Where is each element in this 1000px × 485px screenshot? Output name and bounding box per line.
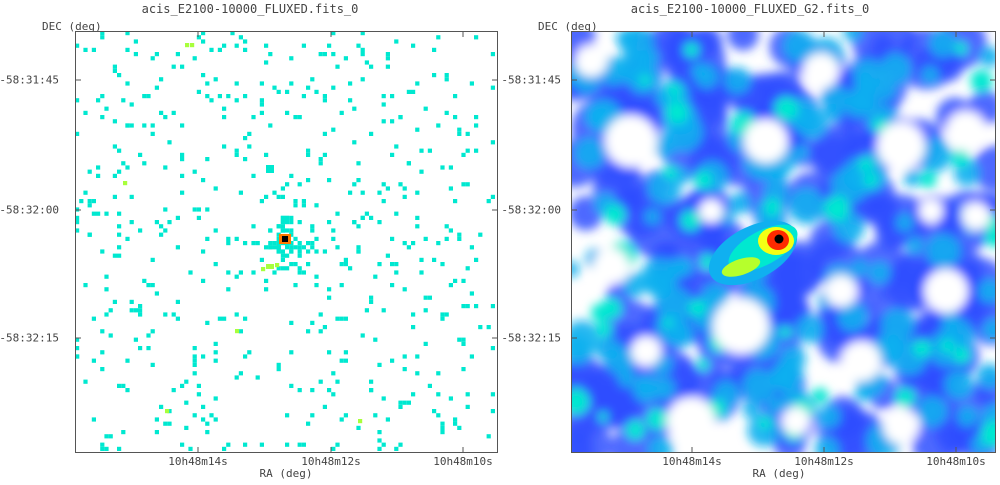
plot-frame [571, 31, 996, 453]
count-map-image [75, 31, 498, 453]
y-tick-label: -58:32:15 [0, 331, 59, 345]
x-tick-label: 10h48m14s [168, 455, 228, 468]
x-tick-label: 10h48m14s [662, 455, 722, 468]
panel-title: acis_E2100-10000_FLUXED.fits_0 [141, 2, 359, 16]
image-panel-raw: acis_E2100-10000_FLUXED.fits_0 DEC (deg)… [0, 2, 498, 480]
image-panel-smoothed: acis_E2100-10000_FLUXED_G2.fits_0 DEC (d… [500, 0, 1000, 485]
x-tick-label: 10h48m12s [301, 455, 361, 468]
plot-frame [75, 31, 498, 453]
x-axis-label: RA (deg) [259, 467, 313, 480]
y-tick-label: -58:31:45 [501, 73, 561, 87]
y-axis-label: DEC (deg) [538, 20, 598, 33]
x-tick-label: 10h48m12s [794, 455, 854, 468]
y-tick-label: -58:32:00 [0, 203, 59, 217]
y-tick-label: -58:31:45 [0, 73, 59, 87]
y-tick-label: -58:32:00 [501, 203, 561, 217]
x-tick-label: 10h48m10s [926, 455, 986, 468]
x-tick-label: 10h48m10s [433, 455, 493, 468]
panel-title: acis_E2100-10000_FLUXED_G2.fits_0 [630, 2, 870, 16]
x-axis-label: RA (deg) [752, 467, 806, 480]
y-axis-label: DEC (deg) [42, 20, 102, 33]
y-tick-label: -58:32:15 [501, 331, 561, 345]
smoothed-map-image [571, 31, 996, 453]
